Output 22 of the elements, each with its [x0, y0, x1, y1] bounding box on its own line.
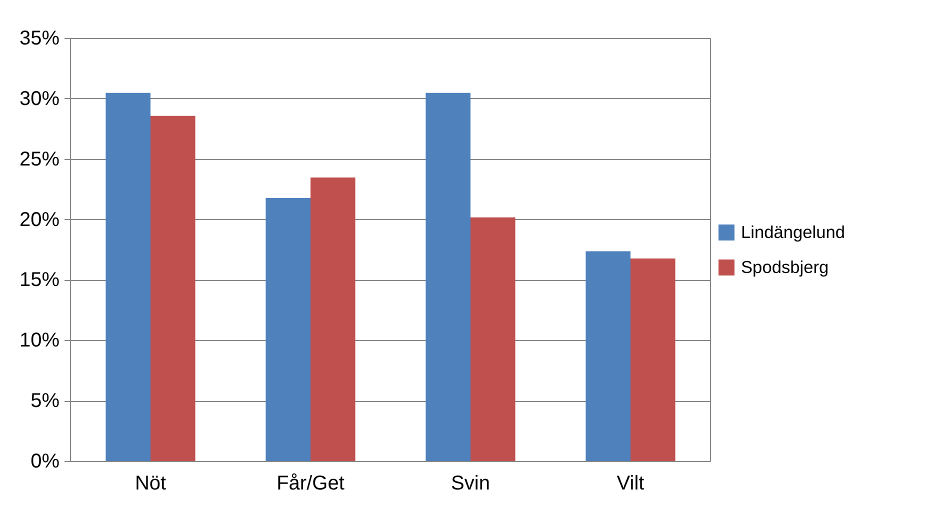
x-tick-label: Nöt — [134, 472, 167, 494]
y-tick-label: 15% — [19, 269, 60, 292]
x-tick-label: Får/Get — [276, 472, 345, 494]
x-tick-label: Svin — [451, 472, 490, 494]
y-tick-label: 25% — [19, 148, 60, 170]
y-tick-label: 10% — [19, 330, 60, 352]
bar — [150, 116, 196, 462]
legend-label: Spodsbjerg — [741, 256, 829, 278]
y-tick-label: 20% — [19, 208, 60, 231]
bar — [310, 177, 356, 462]
bar — [266, 198, 310, 462]
y-tick-label: 30% — [19, 88, 60, 110]
x-tick-label: Vilt — [616, 472, 645, 494]
y-tick-label: 5% — [30, 390, 60, 412]
y-tick-label: 35% — [19, 28, 60, 50]
y-tick-label: 0% — [30, 450, 60, 472]
legend-label: Lindängelund — [741, 222, 846, 242]
bar — [426, 92, 470, 462]
bar — [630, 258, 676, 462]
bar — [106, 92, 150, 462]
bar — [586, 251, 630, 462]
bar — [470, 217, 516, 462]
